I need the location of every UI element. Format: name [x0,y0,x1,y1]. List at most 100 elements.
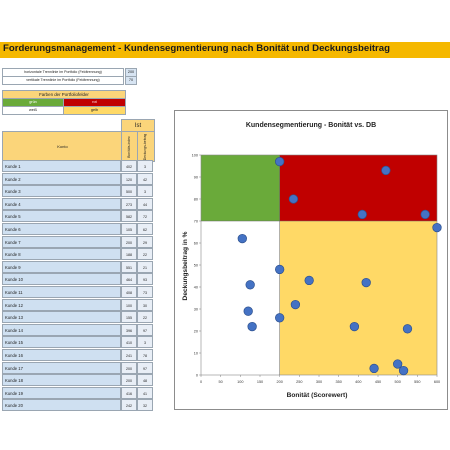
data-point [275,264,285,275]
db-cell[interactable]: 48 [137,374,153,387]
table-row: Kunde 12 100 30 [2,298,153,312]
db-cell[interactable]: 72 [137,210,153,223]
table-row: Kunde 15 410 3 [2,336,153,349]
data-point [381,165,391,176]
score-cell[interactable]: 464 [121,273,137,286]
data-point [369,363,379,374]
score-cell[interactable]: 200 [121,374,137,387]
x-tick-label: 450 [375,380,381,384]
db-cell[interactable]: 22 [137,311,153,324]
konto-cell[interactable]: Kunde 3 [2,185,121,198]
table-row: Kunde 1 402 3 [2,160,153,173]
score-cell[interactable]: 120 [121,172,137,185]
score-cell[interactable]: 408 [121,286,137,298]
db-cell[interactable]: 22 [137,248,153,261]
konto-cell[interactable]: Kunde 11 [2,286,121,298]
swatch-white: weiß [2,106,64,115]
score-cell[interactable]: 100 [121,298,137,311]
score-cell[interactable]: 416 [121,386,137,399]
db-cell[interactable]: 78 [137,349,153,361]
data-point [304,275,314,286]
data-point [237,233,247,244]
db-cell[interactable]: 41 [137,386,153,399]
table-row: Kunde 6 105 62 [2,223,153,236]
score-cell[interactable]: 155 [121,311,137,324]
quadrant-top-left [201,155,280,221]
page-title: Forderungsmanagement - Kundensegmentieru… [3,43,390,54]
y-tick-label: 50 [194,263,198,267]
chart-frame[interactable]: Kundensegmentierung - Bonität vs. DB 0 50… [174,110,448,410]
y-tick-label: 80 [194,197,198,201]
y-axis-label: Deckungsbeitrag in % [182,231,189,300]
konto-cell[interactable]: Kunde 13 [2,311,121,324]
db-cell[interactable]: 3 [137,336,153,349]
db-cell[interactable]: 21 [137,260,153,273]
score-cell[interactable]: 200 [121,361,137,374]
table-row: Kunde 8 188 22 [2,248,153,261]
x-tick-label: 600 [434,380,440,384]
score-cell[interactable]: 242 [121,399,137,412]
x-tick-label: 400 [355,380,361,384]
konto-header: Konto [2,131,123,162]
score-cell[interactable]: 188 [121,248,137,261]
data-point [243,306,253,316]
db-cell[interactable]: 29 [137,235,153,248]
konto-cell[interactable]: Kunde 8 [2,248,121,261]
x-tick-label: 500 [394,380,400,384]
db-cell[interactable]: 32 [137,399,153,412]
score-cell[interactable]: 500 [121,185,137,198]
score-cell[interactable]: 396 [121,323,137,336]
data-point [420,209,430,220]
y-tick-label: 0 [196,373,198,377]
table-row: Kunde 3 500 3 [2,185,153,198]
konto-cell[interactable]: Kunde 16 [2,349,121,361]
konto-cell[interactable]: Kunde 20 [2,399,121,412]
x-tick-label: 0 [200,380,202,384]
db-cell[interactable]: 73 [137,286,153,298]
score-cell[interactable]: 410 [121,336,137,349]
x-tick-label: 550 [414,380,420,384]
konto-cell[interactable]: Kunde 17 [2,361,121,374]
konto-cell[interactable]: Kunde 7 [2,235,121,248]
score-cell[interactable]: 551 [121,260,137,273]
konto-cell[interactable]: Kunde 1 [2,160,121,172]
config-value-vertical[interactable]: 70 [125,76,137,85]
data-point [275,156,285,167]
score-cell[interactable]: 200 [121,235,137,248]
data-point [245,280,255,290]
konto-cell[interactable]: Kunde 12 [2,298,121,311]
konto-cell[interactable]: Kunde 15 [2,336,121,349]
konto-cell[interactable]: Kunde 6 [2,223,121,235]
db-cell[interactable]: 30 [137,298,153,311]
db-cell[interactable]: 3 [137,185,153,198]
score-column-label: Bonitäts-index [126,135,131,158]
quadrant-bottom-right [279,221,437,375]
db-cell[interactable]: 3 [137,160,153,172]
konto-cell[interactable]: Kunde 9 [2,260,121,273]
db-cell[interactable]: 93 [137,273,153,286]
db-cell[interactable]: 97 [137,323,153,336]
title-bar [0,42,450,58]
db-cell[interactable]: 44 [137,197,153,210]
table-row: Kunde 19 416 41 [2,386,153,400]
db-cell[interactable]: 62 [137,223,153,235]
score-cell[interactable]: 273 [121,197,137,210]
konto-cell[interactable]: Kunde 2 [2,172,121,185]
score-cell[interactable]: 105 [121,223,137,235]
data-point [288,194,299,204]
konto-cell[interactable]: Kunde 10 [2,273,121,286]
db-cell[interactable]: 97 [137,361,153,374]
score-cell[interactable]: 582 [121,210,137,223]
konto-cell[interactable]: Kunde 14 [2,323,121,336]
konto-cell[interactable]: Kunde 18 [2,374,121,387]
table-row: Kunde 11 408 73 [2,286,153,299]
x-axis-label: Bonität (Scorewert) [287,392,348,399]
swatch-yellow: gelb [63,106,126,115]
db-cell[interactable]: 42 [137,172,153,185]
konto-cell[interactable]: Kunde 19 [2,386,121,399]
scatter-chart: Kundensegmentierung - Bonität vs. DB 0 50… [182,122,442,399]
konto-cell[interactable]: Kunde 5 [2,210,121,223]
konto-cell[interactable]: Kunde 4 [2,197,121,210]
score-cell[interactable]: 241 [121,349,137,361]
score-cell[interactable]: 402 [121,160,137,172]
